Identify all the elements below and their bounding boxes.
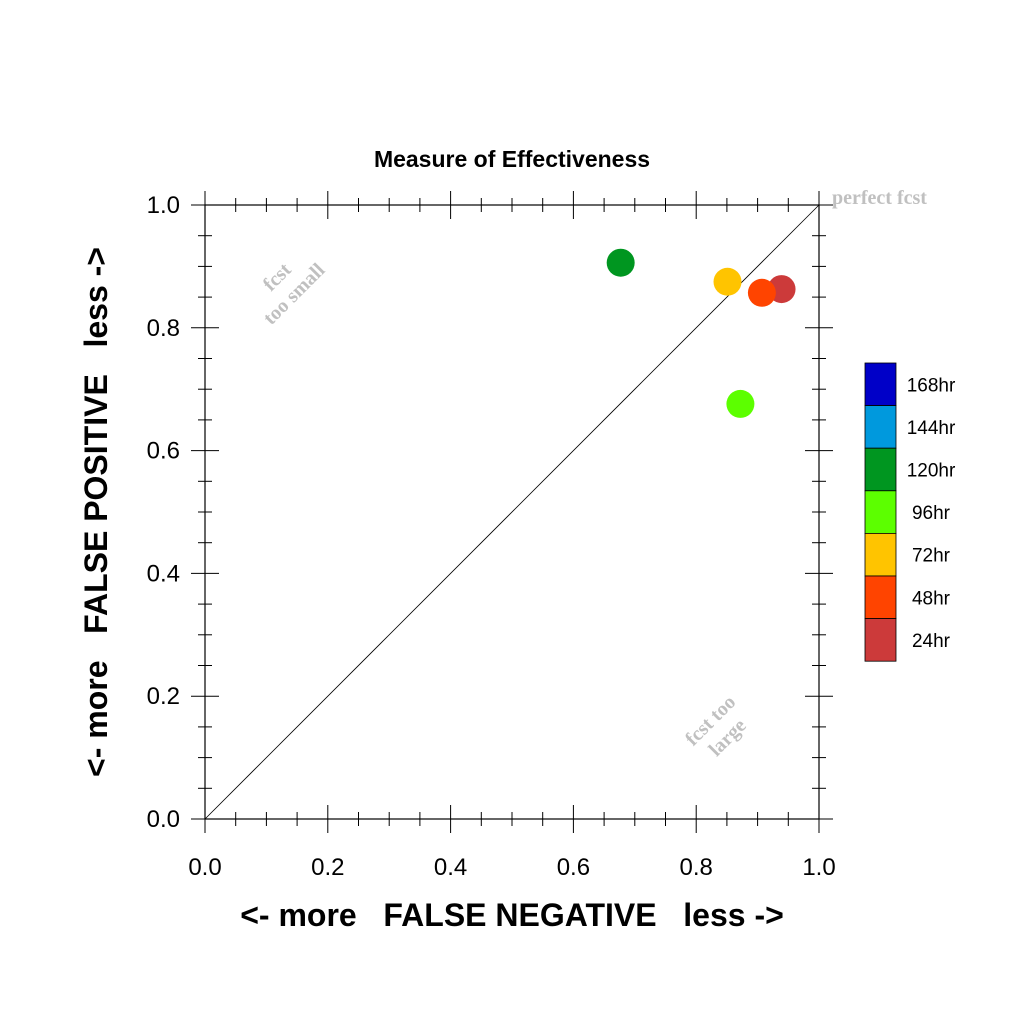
legend-swatch-72hr — [864, 533, 897, 577]
data-points — [606, 248, 796, 418]
legend: 168hr 144hr 120hr 96hr 72hr 48hr 24hr — [864, 362, 956, 662]
x-tick-label: 0.4 — [434, 854, 467, 881]
legend-label-72hr: 72hr — [912, 546, 951, 567]
annotation-perfect-forecast: perfect fcst — [832, 187, 927, 209]
y-axis-label: <- more FALSE POSITIVE less -> — [78, 247, 114, 777]
data-point-96hr — [726, 389, 755, 418]
chart-title: Measure of Effectiveness — [374, 146, 650, 172]
axis-tick-labels: 0.0 0.2 0.4 0.6 0.8 1.0 0.0 0.2 0.4 0.6 0.8 1.0 — [147, 192, 836, 881]
legend-swatch-168hr — [864, 362, 897, 406]
x-tick-label: 0.2 — [311, 854, 344, 881]
legend-label-96hr: 96hr — [912, 503, 951, 524]
legend-swatch-120hr — [864, 447, 897, 492]
data-point-72hr — [713, 267, 742, 296]
x-tick-label: 0.6 — [557, 854, 590, 881]
annotation-too-small: fcst too small — [259, 259, 330, 330]
data-point-48hr — [747, 278, 776, 307]
perfect-forecast-diagonal — [204, 204, 820, 820]
x-tick-label: 0.0 — [188, 854, 221, 881]
x-tick-label: 1.0 — [802, 854, 835, 881]
legend-label-144hr: 144hr — [907, 418, 956, 439]
y-tick-label: 0.2 — [147, 683, 180, 710]
legend-label-168hr: 168hr — [907, 375, 956, 396]
legend-swatch-24hr — [864, 618, 897, 662]
y-tick-label: 0.0 — [147, 806, 180, 833]
annotation-too-large: fcst too large — [681, 691, 751, 761]
legend-swatch-96hr — [864, 490, 897, 534]
legend-label-48hr: 48hr — [912, 588, 951, 609]
x-axis-label: <- more FALSE NEGATIVE less -> — [240, 897, 784, 933]
x-tick-label: 0.8 — [680, 854, 713, 881]
legend-label-24hr: 24hr — [912, 631, 951, 652]
plot-area: 0.0 0.2 0.4 0.6 0.8 1.0 0.0 0.2 0.4 0.6 0.8 1.0 per… — [147, 187, 928, 881]
y-tick-label: 0.6 — [147, 438, 180, 465]
data-point-120hr — [606, 248, 635, 277]
axis-ticks — [191, 191, 833, 833]
legend-swatch-48hr — [864, 575, 897, 619]
legend-label-120hr: 120hr — [907, 461, 956, 482]
y-tick-label: 0.8 — [147, 315, 180, 342]
legend-swatch-144hr — [864, 405, 897, 449]
y-tick-label: 1.0 — [147, 192, 180, 219]
y-tick-label: 0.4 — [147, 560, 180, 587]
